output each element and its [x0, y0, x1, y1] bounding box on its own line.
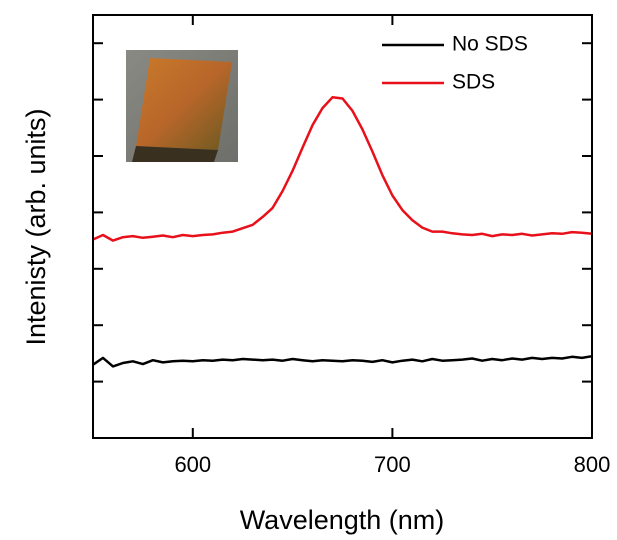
- x-tick-label: 600: [174, 452, 211, 477]
- plot-area: [92, 96, 593, 368]
- legend-label: SDS: [452, 71, 495, 94]
- legend-label: No SDS: [452, 33, 528, 56]
- inset-photo: [126, 50, 238, 162]
- plot-frame: [92, 14, 593, 439]
- x-tick-label: 700: [374, 452, 411, 477]
- series-line: [92, 96, 593, 242]
- series-line: [92, 354, 593, 368]
- x-tick-label: 800: [574, 452, 611, 477]
- x-axis-label: Wavelength (nm): [240, 505, 445, 535]
- y-axis-label: Intenisty (arb. units): [21, 108, 51, 345]
